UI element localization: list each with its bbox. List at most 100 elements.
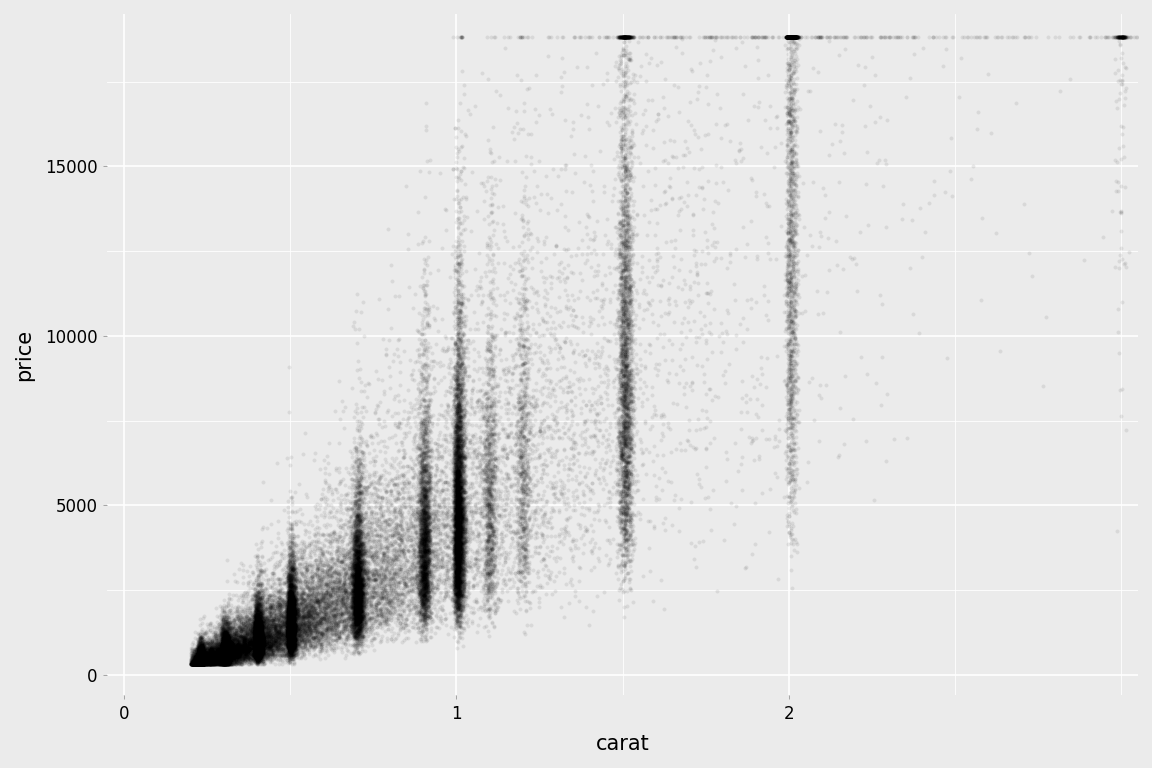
Point [447,549,465,561]
Point [346,591,364,604]
Point [415,588,433,600]
Point [779,260,797,272]
Point [484,330,502,343]
Point [190,657,209,670]
Point [204,631,222,644]
Point [233,645,251,657]
Point [448,343,467,355]
Point [342,591,361,603]
Point [614,550,632,562]
Point [619,429,637,442]
Point [354,547,372,559]
Point [475,180,493,193]
Point [253,627,272,640]
Point [247,637,265,650]
Point [296,607,314,619]
Point [187,654,205,666]
Point [189,648,207,660]
Point [445,473,463,485]
Point [467,592,485,604]
Point [450,470,469,482]
Point [240,606,258,618]
Point [450,327,469,339]
Point [447,589,465,601]
Point [272,634,290,647]
Point [615,36,634,48]
Point [621,472,639,484]
Point [347,588,365,601]
Point [343,594,362,606]
Point [470,532,488,545]
Point [452,523,470,535]
Point [446,539,464,551]
Point [281,626,300,638]
Point [245,626,264,638]
Point [617,544,636,556]
Point [351,610,370,622]
Point [355,593,373,605]
Point [354,561,372,573]
Point [215,641,234,653]
Point [450,391,469,403]
Point [447,478,465,490]
Point [447,554,465,566]
Point [215,636,234,648]
Point [281,614,300,626]
Point [469,394,487,406]
Point [282,600,301,612]
Point [446,386,464,399]
Point [285,627,303,639]
Point [249,629,267,641]
Point [520,596,538,608]
Point [438,406,456,418]
Point [348,558,366,571]
Point [422,631,440,644]
Point [276,607,295,619]
Point [483,258,501,270]
Point [464,505,483,518]
Point [453,402,471,414]
Point [194,657,212,670]
Point [510,495,529,508]
Point [416,494,434,506]
Point [350,482,369,494]
Point [252,586,271,598]
Point [788,396,806,409]
Point [191,656,210,668]
Point [420,509,439,521]
Point [249,639,267,651]
Point [410,565,429,578]
Point [780,266,798,278]
Point [191,657,210,670]
Point [448,567,467,579]
Point [654,154,673,167]
Point [228,644,247,656]
Point [217,637,235,650]
Point [417,532,435,545]
Point [482,490,500,502]
Point [415,465,433,478]
Point [412,579,431,591]
Point [282,616,301,628]
Point [183,657,202,670]
Point [397,584,416,597]
Point [270,627,288,640]
Point [486,452,505,465]
Point [613,464,631,476]
Point [450,526,469,538]
Point [280,610,298,622]
Point [278,619,296,631]
Point [809,307,827,319]
Point [319,529,338,541]
Point [185,655,204,667]
Point [214,613,233,625]
Point [282,593,301,605]
Point [621,411,639,423]
Point [248,641,266,654]
Point [197,650,215,662]
Point [779,31,797,43]
Point [215,652,234,664]
Point [247,611,265,623]
Point [295,561,313,574]
Point [214,637,233,649]
